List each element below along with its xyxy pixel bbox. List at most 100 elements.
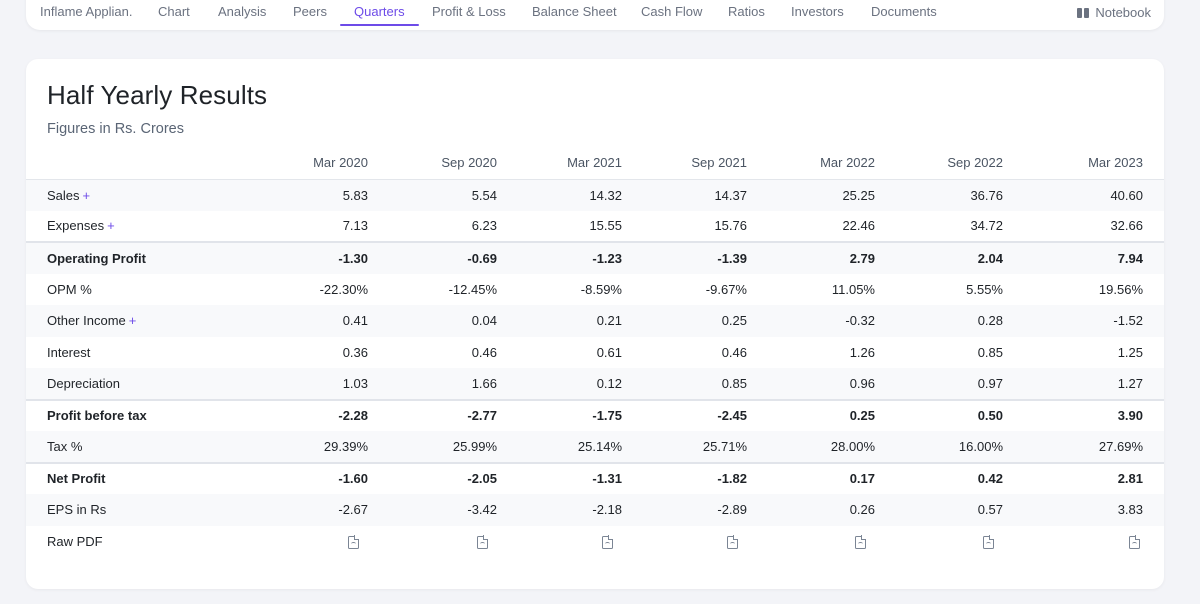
row-label-cell: Tax % — [26, 431, 236, 463]
table-header-row: Mar 2020 Sep 2020 Mar 2021 Sep 2021 Mar 2022… — [26, 147, 1164, 180]
notebook-label: Notebook — [1095, 5, 1151, 20]
notebook-button[interactable]: Notebook — [1077, 0, 1151, 26]
row-label-cell[interactable]: Sales + — [26, 179, 236, 211]
row-pad-cell — [1143, 431, 1164, 463]
table-row[interactable]: Other Income +0.41 0.04 0.21 0.25 -0.32 0.28 -1… — [26, 305, 1164, 337]
table-body: Sales +5.83 5.54 14.32 14.37 25.25 36.76 40.60 E… — [26, 179, 1164, 557]
nav-documents[interactable]: Documents — [871, 4, 937, 19]
value-cell: 3.83 — [1003, 494, 1143, 526]
half-yearly-results-card: Half Yearly Results Figures in Rs. Crore… — [26, 59, 1164, 589]
header-row-label-cell — [26, 147, 236, 180]
value-cell: 22.46 — [842, 218, 875, 234]
value-cell: -1.39 — [622, 241, 747, 274]
nav-ratios[interactable]: Ratios — [728, 4, 765, 19]
pdf-file-icon[interactable] — [477, 535, 489, 549]
value-cell: 6.23 — [471, 218, 497, 234]
row-pad-cell — [1143, 179, 1164, 211]
pdf-file-icon[interactable] — [1129, 535, 1141, 549]
value-cell: -2.28 — [236, 398, 368, 431]
value-cell: -22.30% — [319, 281, 368, 297]
pdf-file-icon[interactable] — [348, 535, 360, 549]
value-cell: 5.54 — [368, 179, 497, 211]
value-cell: -8.59% — [580, 281, 622, 297]
value-cell: 5.55% — [966, 281, 1003, 297]
nav-company[interactable]: Inflame Applian. — [40, 4, 133, 19]
value-cell: 32.66 — [1110, 218, 1143, 234]
nav-chart[interactable]: Chart — [158, 4, 190, 19]
nav-balance-sheet[interactable]: Balance Sheet — [532, 4, 617, 19]
row-pad-cell — [1143, 494, 1164, 526]
nav-quarters[interactable]: Quarters — [340, 0, 419, 26]
table-row: EPS in Rs -2.67 -3.42 -2.18 -2.89 0.26 0.57 3.8… — [26, 494, 1164, 526]
header-period: Sep 2021 — [622, 147, 747, 180]
value-cell: 0.12 — [497, 368, 622, 400]
value-cell: 0.25 — [622, 305, 747, 337]
table-row[interactable]: Sales +5.83 5.54 14.32 14.37 25.25 36.76 40.60 — [26, 179, 1164, 211]
value-cell: 34.72 — [970, 218, 1003, 234]
row-pad-cell — [1143, 398, 1164, 431]
value-cell: -1.31 — [497, 461, 622, 494]
raw-pdf-cell — [368, 526, 497, 558]
value-cell: -2.67 — [236, 494, 368, 526]
value-cell: 1.25 — [1117, 344, 1143, 360]
row-label: Depreciation — [47, 375, 120, 391]
row-pad-cell — [1143, 337, 1164, 369]
expand-plus-icon[interactable]: + — [82, 187, 91, 203]
value-cell: -2.05 — [368, 461, 497, 494]
raw-pdf-cell — [875, 526, 1003, 558]
raw-pdf-cell — [747, 526, 875, 558]
value-cell: 11.05% — [831, 281, 875, 297]
row-label-cell[interactable]: Expenses + — [26, 211, 236, 243]
pdf-file-icon[interactable] — [727, 535, 739, 549]
value-cell: 0.61 — [596, 344, 622, 360]
value-cell: 1.66 — [368, 368, 497, 400]
top-navigation-bar — [26, 0, 1164, 30]
value-cell: 1.26 — [849, 344, 875, 360]
value-cell: -12.45% — [448, 281, 497, 297]
value-cell: 29.39% — [236, 431, 368, 463]
header-period: Sep 2020 — [368, 147, 497, 180]
value-cell: 36.76 — [875, 179, 1003, 211]
row-label-cell[interactable]: Other Income + — [26, 305, 236, 337]
value-cell: 2.81 — [1003, 461, 1143, 494]
value-cell: -9.67% — [705, 281, 747, 297]
row-label: EPS in Rs — [47, 502, 107, 518]
expand-plus-icon[interactable]: + — [107, 218, 115, 234]
row-label: Interest — [47, 344, 91, 360]
value-cell: 0.97 — [875, 368, 1003, 400]
value-cell: 0.46 — [721, 344, 747, 360]
expand-plus-icon[interactable]: + — [128, 313, 137, 329]
pdf-file-icon[interactable] — [855, 535, 867, 549]
value-cell: -1.82 — [622, 461, 747, 494]
pdf-file-icon[interactable] — [602, 535, 614, 549]
value-cell: -0.69 — [368, 241, 497, 274]
value-cell: 0.46 — [471, 344, 497, 360]
value-cell: -2.89 — [622, 494, 747, 526]
nav-analysis[interactable]: Analysis — [218, 4, 267, 19]
nav-profit-loss[interactable]: Profit & Loss — [432, 4, 506, 19]
row-pad-cell — [1143, 241, 1164, 274]
row-label: Tax % — [47, 438, 83, 454]
raw-pdf-cell — [622, 526, 747, 558]
nav-peers[interactable]: Peers — [293, 4, 327, 19]
table-row: Net Profit -1.60 -2.05 -1.31 -1.82 0.17 0.42 2.… — [26, 461, 1164, 494]
value-cell: 0.21 — [497, 305, 622, 337]
value-cell: 25.71% — [622, 431, 747, 463]
nav-investors[interactable]: Investors — [791, 4, 844, 19]
table-row[interactable]: Expenses +7.13 6.23 15.55 15.76 22.46 34.72 32.… — [26, 211, 1164, 243]
value-cell: 0.04 — [368, 305, 497, 337]
header-period: Sep 2022 — [875, 147, 1003, 180]
value-cell: 0.42 — [875, 461, 1003, 494]
value-cell: -2.18 — [497, 494, 622, 526]
raw-pdf-row: Raw PDF — [26, 526, 1164, 558]
value-cell: 15.55 — [589, 218, 622, 234]
value-cell: 5.83 — [236, 179, 368, 211]
row-pad-cell — [1143, 211, 1164, 243]
value-cell: -1.30 — [236, 241, 368, 274]
row-pad-cell — [1143, 274, 1164, 306]
pdf-file-icon[interactable] — [983, 535, 995, 549]
raw-pdf-label: Raw PDF — [47, 533, 103, 549]
nav-cash-flow[interactable]: Cash Flow — [641, 4, 703, 19]
row-label: Sales — [47, 187, 80, 203]
value-cell: 14.32 — [497, 179, 622, 211]
